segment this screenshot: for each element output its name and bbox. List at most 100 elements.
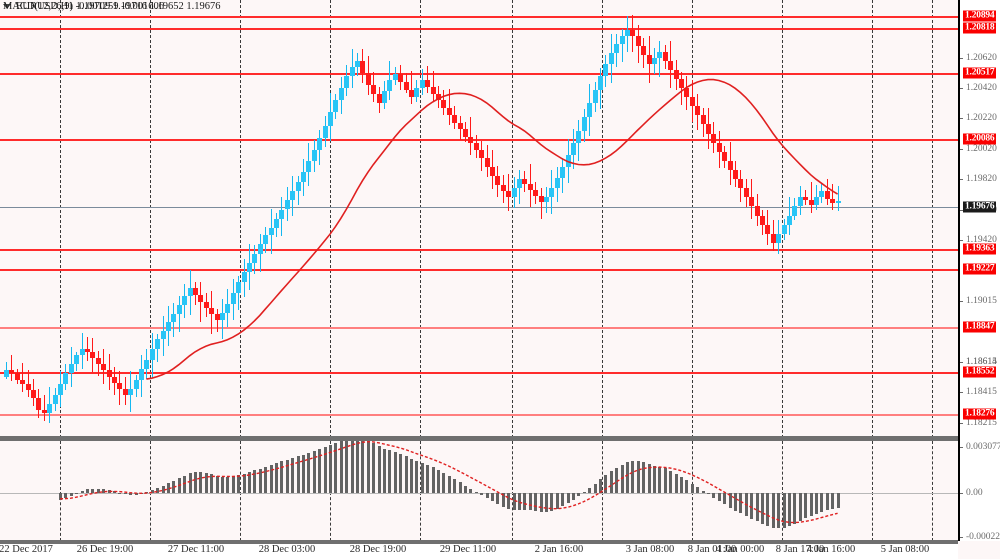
candle-body[interactable] [166,321,171,331]
candle-body[interactable] [635,36,641,46]
candle-body[interactable] [371,85,377,95]
candle-body[interactable] [241,271,247,283]
price-level-line[interactable] [0,371,958,374]
candle-body[interactable] [479,150,485,158]
candle-body[interactable] [4,370,9,377]
price-level-line[interactable] [0,326,958,329]
candle-body[interactable] [268,227,274,236]
candle-body[interactable] [36,397,42,410]
candle-body[interactable] [695,106,701,116]
candle-body[interactable] [446,107,452,116]
candle-body[interactable] [20,379,26,385]
candle-body[interactable] [182,296,188,306]
candle-body[interactable] [684,88,690,98]
candle-body[interactable] [603,63,609,76]
price-level-badge[interactable]: 1.20818 [963,22,997,34]
candle-body[interactable] [306,160,312,172]
candle-body[interactable] [436,94,441,101]
candle-body[interactable] [608,53,614,64]
candle-body[interactable] [398,74,404,82]
price-level-line[interactable] [0,269,958,272]
candle-body[interactable] [230,293,236,304]
candle-body[interactable] [74,355,80,365]
candle-body[interactable] [403,81,409,90]
candle-body[interactable] [139,368,144,380]
candle-body[interactable] [581,116,587,131]
candle-body[interactable] [668,60,674,70]
candle-body[interactable] [349,66,355,76]
price-level-line[interactable] [0,248,958,251]
candle-body[interactable] [236,282,242,293]
candle-body[interactable] [522,179,528,184]
candle-body[interactable] [365,72,371,85]
candle-body[interactable] [176,305,182,315]
candle-body[interactable] [441,100,447,108]
candle-body[interactable] [247,262,252,272]
candle-body[interactable] [149,349,155,360]
candle-body[interactable] [452,115,458,123]
candle-body[interactable] [128,388,134,395]
candle-body[interactable] [47,403,53,413]
candle-body[interactable] [803,197,809,201]
candle-body[interactable] [463,129,468,137]
candle-body[interactable] [220,312,225,321]
candle-body[interactable] [835,201,841,204]
candle-body[interactable] [79,349,85,356]
candle-body[interactable] [301,171,306,183]
candle-body[interactable] [63,373,69,385]
candle-body[interactable] [511,188,517,198]
candle-body[interactable] [808,200,814,205]
candle-body[interactable] [544,197,549,202]
price-level-line[interactable] [0,27,958,30]
candle-body[interactable] [743,188,749,198]
candle-body[interactable] [198,294,204,303]
candle-body[interactable] [538,195,544,202]
price-axis[interactable]: 1.20620 1.20420 1.20220 1.20020 1.19820 1.196… [958,0,1000,542]
candle-body[interactable] [738,179,744,189]
candle-body[interactable] [419,80,425,89]
candle-body[interactable] [274,218,279,228]
candle-body[interactable] [760,215,765,225]
candle-body[interactable] [700,115,706,125]
candle-body[interactable] [171,314,177,322]
candle-body[interactable] [646,54,652,64]
candle-body[interactable] [549,188,555,198]
candle-body[interactable] [382,91,387,104]
candle-body[interactable] [727,160,733,171]
candle-body[interactable] [360,60,366,73]
candle-body[interactable] [679,78,684,89]
macd-indicator-pane[interactable] [0,441,958,541]
price-chart-pane[interactable] [0,0,958,438]
candle-body[interactable] [824,191,830,199]
candle-body[interactable] [112,376,117,383]
candle-body[interactable] [781,224,787,234]
candle-body[interactable] [328,112,333,126]
candle-body[interactable] [776,233,782,243]
candle-body[interactable] [473,142,479,151]
price-level-badge[interactable]: 1.18847 [963,321,997,333]
candle-body[interactable] [527,183,533,190]
price-level-line[interactable] [0,16,958,19]
candle-body[interactable] [641,45,647,55]
candle-body[interactable] [657,51,663,58]
candle-body[interactable] [209,308,215,315]
candle-body[interactable] [506,191,512,198]
candle-body[interactable] [765,224,771,234]
candle-body[interactable] [25,384,31,391]
candle-body[interactable] [14,373,20,380]
candle-body[interactable] [571,142,576,155]
candle-body[interactable] [830,198,836,204]
candle-body[interactable] [295,182,301,192]
candle-body[interactable] [284,200,290,210]
candle-body[interactable] [500,185,506,192]
candle-body[interactable] [495,176,501,186]
candle-body[interactable] [376,94,382,104]
candle-body[interactable] [31,390,36,398]
candle-body[interactable] [344,75,350,89]
candle-body[interactable] [560,167,566,178]
candle-body[interactable] [797,197,803,207]
candle-body[interactable] [711,133,717,143]
price-level-badge[interactable]: 1.19227 [963,263,997,275]
candle-body[interactable] [814,197,819,205]
